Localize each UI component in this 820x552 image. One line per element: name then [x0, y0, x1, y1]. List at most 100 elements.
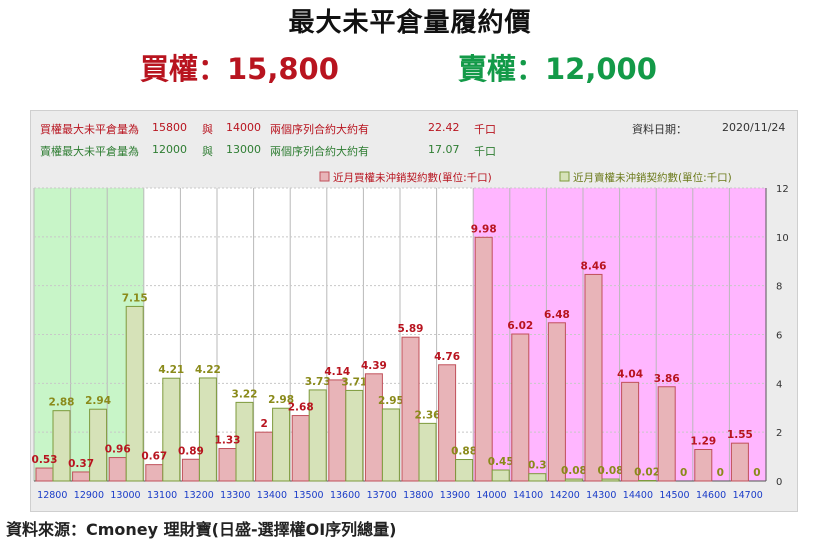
call-value-label: 4.14	[324, 366, 350, 378]
put-bar	[345, 389, 364, 482]
put-value-label: 0.08	[561, 465, 587, 477]
put-info-desc: 兩個序列合約大約有	[270, 145, 369, 158]
call-value-label: 4.39	[361, 360, 387, 372]
put-value-label: 2.95	[378, 395, 404, 407]
call-value-label: 3.86	[654, 373, 680, 385]
call-bar	[72, 471, 91, 482]
put-value-label: 4.21	[158, 364, 184, 376]
call-bar	[328, 379, 347, 482]
put-bar	[528, 473, 547, 482]
call-bar	[438, 364, 457, 482]
legend-call-label: 近月買權未沖銷契約數(單位:千口)	[333, 171, 492, 184]
put-max-oi-headline: 賣權：12,000	[458, 52, 657, 86]
put-value-label: 4.22	[195, 364, 221, 376]
x-tick-label: 13000	[110, 490, 140, 501]
call-value-label: 0.67	[141, 451, 167, 463]
put-value-label: 0.45	[488, 456, 514, 468]
put-info-amount: 17.07	[428, 143, 460, 156]
put-value-label: 2.36	[415, 409, 441, 421]
x-tick-label: 14000	[476, 490, 506, 501]
x-tick-label: 13600	[330, 490, 360, 501]
call-info-and: 與	[202, 123, 213, 136]
x-tick-label: 13300	[220, 490, 250, 501]
put-value-label: 3.71	[341, 376, 367, 388]
call-bar	[218, 448, 237, 482]
put-value-label: 0.88	[451, 446, 477, 458]
put-bar	[235, 401, 254, 482]
y-tick-label: 6	[776, 331, 782, 342]
y-tick-label: 12	[776, 184, 789, 195]
x-tick-label: 14500	[659, 490, 689, 501]
y-tick-label: 0	[776, 477, 782, 488]
data-source-note: 資料來源：Cmoney 理財寶(日盛-選擇權OI序列總量)	[6, 520, 397, 539]
put-bar	[162, 377, 181, 482]
y-tick-label: 8	[776, 282, 782, 293]
call-bar	[474, 236, 493, 482]
put-value-label: 0	[717, 467, 724, 479]
legend-put-swatch	[559, 171, 570, 182]
put-info-strike-1: 12000	[152, 143, 187, 156]
call-value-label: 1.29	[690, 436, 716, 448]
put-value-label: 3.22	[232, 388, 258, 400]
put-info-unit: 千口	[474, 145, 496, 158]
x-tick-label: 14400	[623, 490, 653, 501]
put-bar	[198, 377, 217, 482]
put-value-label: 0	[753, 467, 760, 479]
call-bar	[657, 386, 676, 482]
put-bar	[381, 408, 400, 482]
x-tick-label: 13500	[293, 490, 323, 501]
put-value-label: 0.08	[598, 465, 624, 477]
put-info-label: 賣權最大未平倉量為	[40, 145, 139, 158]
put-value-label: 7.15	[122, 292, 148, 304]
put-info-strike-2: 13000	[226, 143, 261, 156]
call-value-label: 6.02	[507, 320, 533, 332]
x-tick-label: 14700	[733, 490, 763, 501]
put-bar	[455, 459, 474, 482]
x-tick-label: 12800	[37, 490, 67, 501]
put-bar	[125, 305, 144, 482]
put-bar	[308, 389, 327, 482]
call-info-amount: 22.42	[428, 121, 460, 134]
call-value-label: 0.37	[68, 458, 94, 470]
page-title: 最大未平倉量履約價	[288, 8, 532, 38]
x-tick-label: 13400	[257, 490, 287, 501]
call-value-label: 9.98	[471, 223, 497, 235]
data-date-value: 2020/11/24	[722, 121, 786, 134]
call-value-label: 0.89	[178, 445, 204, 457]
call-bar	[291, 415, 310, 482]
call-info-strike-1: 15800	[152, 121, 187, 134]
put-value-label: 2.88	[49, 397, 75, 409]
call-bar	[35, 467, 54, 482]
put-bar	[491, 469, 510, 482]
call-value-label: 1.33	[215, 435, 241, 447]
x-tick-label: 13200	[184, 490, 214, 501]
y-tick-label: 4	[776, 379, 782, 390]
legend-put-label: 近月賣權未沖銷契約數(單位:千口)	[573, 171, 732, 184]
put-bar	[272, 407, 291, 482]
call-value-label: 0.53	[32, 454, 58, 466]
x-tick-label: 13800	[403, 490, 433, 501]
call-bar	[511, 333, 530, 482]
x-tick-label: 14100	[513, 490, 543, 501]
call-info-unit: 千口	[474, 123, 496, 136]
call-value-label: 8.46	[581, 260, 607, 272]
call-max-oi-headline: 買權：15,800	[140, 52, 339, 86]
x-tick-label: 12900	[74, 490, 104, 501]
call-bar	[255, 431, 274, 482]
call-bar	[401, 336, 420, 482]
put-bar	[564, 478, 583, 482]
put-value-label: 0	[680, 467, 687, 479]
put-bar	[418, 422, 437, 482]
put-value-label: 2.98	[268, 394, 294, 406]
call-value-label: 0.96	[105, 444, 131, 456]
y-tick-label: 10	[776, 233, 789, 244]
call-bar	[145, 464, 164, 482]
call-value-label: 4.04	[617, 368, 643, 380]
call-bar	[584, 273, 603, 482]
put-info-and: 與	[202, 145, 213, 158]
put-bar	[89, 408, 108, 482]
x-tick-label: 14200	[550, 490, 580, 501]
put-value-label: 2.94	[85, 395, 111, 407]
put-bar	[52, 410, 71, 482]
